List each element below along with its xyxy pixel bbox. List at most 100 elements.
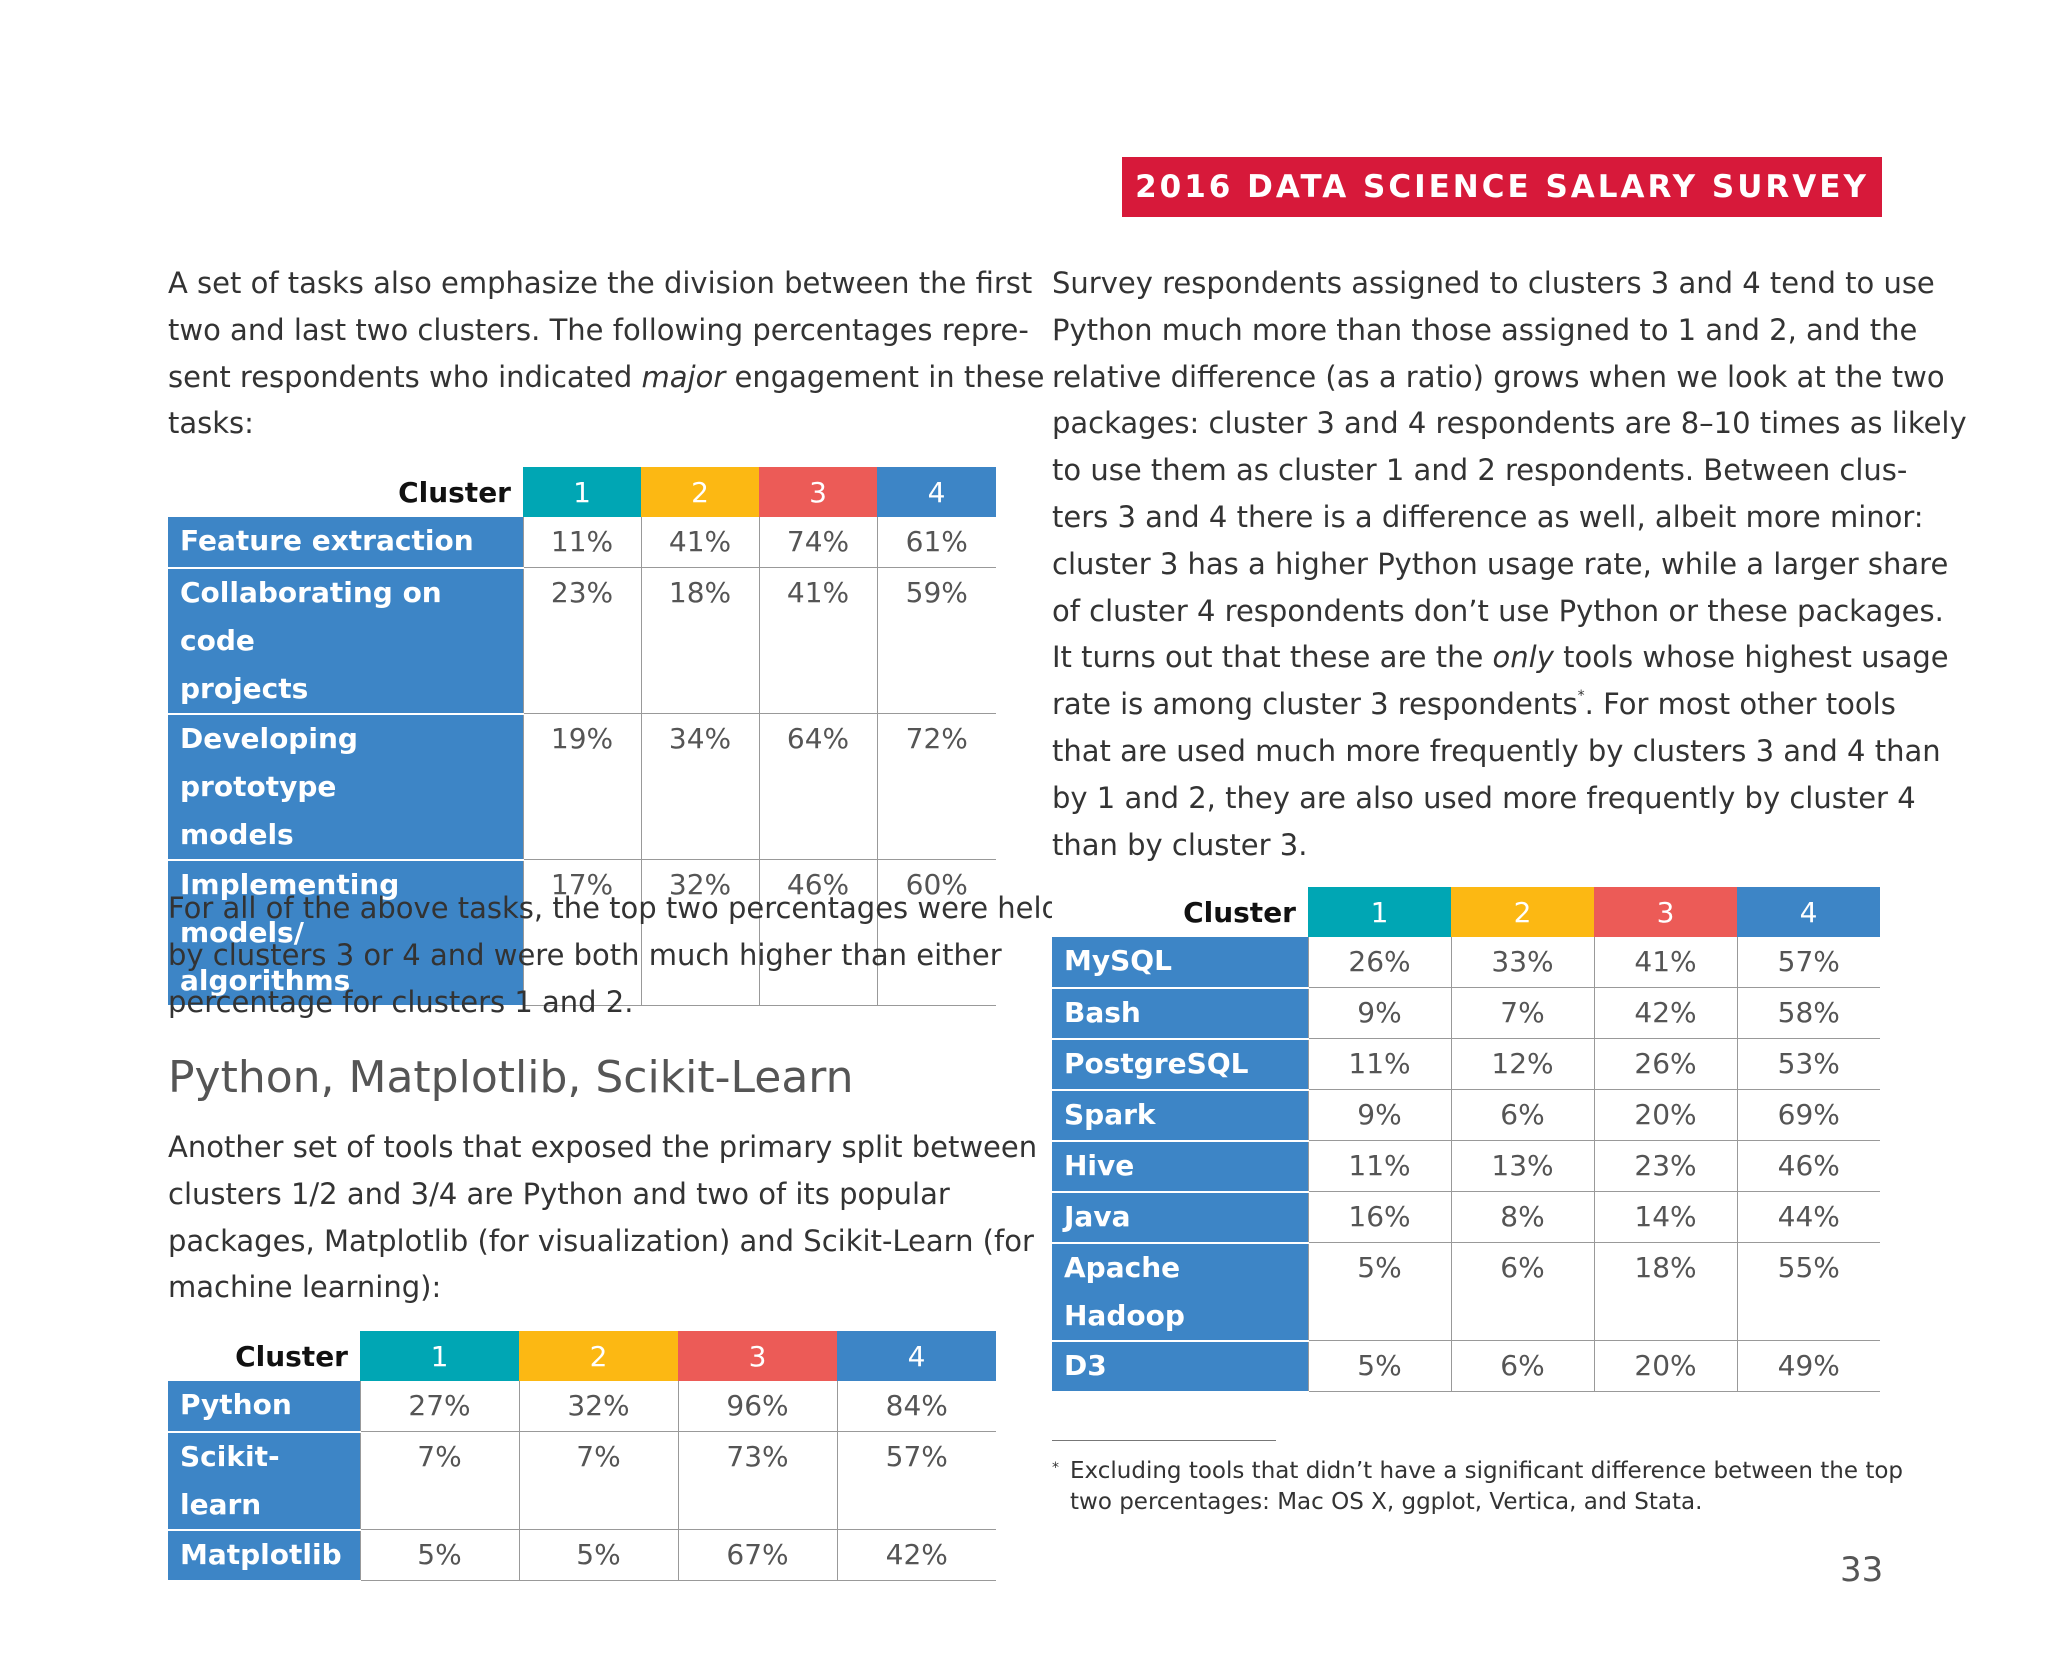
tasks-table: Cluster 1 2 3 4 Feature extraction 11% 4… bbox=[168, 467, 996, 1007]
table-cell: 19% bbox=[522, 713, 641, 860]
row-label: Apache Hadoop bbox=[1052, 1242, 1308, 1342]
table-cell: 55% bbox=[1736, 1242, 1880, 1341]
table-cell: 8% bbox=[1450, 1191, 1594, 1243]
cluster-3-header: 3 bbox=[759, 467, 877, 517]
table-row: Developing prototype models 19% 34% 64% 7… bbox=[168, 713, 996, 861]
table-row: MySQL 26% 33% 41% 57% bbox=[1052, 937, 1880, 989]
cluster-2-header: 2 bbox=[1451, 887, 1594, 937]
cluster-3-header: 3 bbox=[678, 1331, 837, 1381]
cluster-1-header: 1 bbox=[1308, 887, 1451, 937]
table-cell: 60% bbox=[876, 859, 996, 1006]
table-cell: 46% bbox=[1736, 1140, 1880, 1192]
table-cell: 32% bbox=[518, 1381, 678, 1432]
table-cell: 14% bbox=[1593, 1191, 1737, 1243]
table-cell: 5% bbox=[359, 1529, 519, 1581]
cluster-header: Cluster bbox=[168, 1331, 360, 1381]
python-packages-table: Cluster 1 2 3 4 Python 27% 32% 96% 84% S… bbox=[168, 1331, 996, 1582]
footnote-divider bbox=[1052, 1440, 1276, 1441]
cluster-1-header: 1 bbox=[360, 1331, 519, 1381]
table-cell: 5% bbox=[518, 1529, 678, 1581]
cluster-1-header: 1 bbox=[523, 467, 641, 517]
row-label: MySQL bbox=[1052, 937, 1308, 989]
row-label: Implementing models/algorithms bbox=[168, 859, 523, 1007]
table-cell: 42% bbox=[1593, 987, 1737, 1039]
table-cell: 59% bbox=[876, 567, 996, 714]
python-intro-paragraph: Another set of tools that exposed the pr… bbox=[168, 1130, 1038, 1305]
table-cell: 9% bbox=[1307, 1089, 1451, 1141]
table-cell: 44% bbox=[1736, 1191, 1880, 1243]
table-cell: 20% bbox=[1593, 1089, 1737, 1141]
table-cell: 84% bbox=[836, 1381, 996, 1432]
table-cell: 13% bbox=[1450, 1140, 1594, 1192]
cluster-2-header: 2 bbox=[641, 467, 759, 517]
table-cell: 27% bbox=[359, 1381, 519, 1432]
table-cell: 41% bbox=[758, 567, 877, 714]
python-analysis-paragraph: Survey respondents assigned to clusters … bbox=[1052, 266, 1967, 862]
table-cell: 18% bbox=[1593, 1242, 1737, 1341]
row-label: Developing prototype models bbox=[168, 713, 523, 861]
table-cell: 33% bbox=[1450, 937, 1594, 988]
row-label: Collaborating on code projects bbox=[168, 567, 523, 715]
table-cell: 46% bbox=[758, 859, 877, 1006]
table-cell: 17% bbox=[522, 859, 641, 1006]
table-cell: 11% bbox=[1307, 1038, 1451, 1090]
table-cell: 53% bbox=[1736, 1038, 1880, 1090]
table-cell: 11% bbox=[1307, 1140, 1451, 1192]
cluster-4-header: 4 bbox=[877, 467, 996, 517]
table-cell: 34% bbox=[640, 713, 759, 860]
table-cell: 26% bbox=[1307, 937, 1451, 988]
table-row: Bash 9% 7% 42% 58% bbox=[1052, 987, 1880, 1040]
table-row: Spark 9% 6% 20% 69% bbox=[1052, 1089, 1880, 1142]
table-cell: 7% bbox=[518, 1431, 678, 1530]
row-label: PostgreSQL bbox=[1052, 1038, 1308, 1091]
table-row: Collaborating on code projects 23% 18% 41… bbox=[168, 567, 996, 715]
table-cell: 5% bbox=[1307, 1242, 1451, 1341]
table-row: PostgreSQL 11% 12% 26% 53% bbox=[1052, 1038, 1880, 1091]
cluster-3-header: 3 bbox=[1594, 887, 1737, 937]
row-label: Spark bbox=[1052, 1089, 1308, 1142]
table-cell: 72% bbox=[876, 713, 996, 860]
table-cell: 58% bbox=[1736, 987, 1880, 1039]
table-row: Apache Hadoop 5% 6% 18% 55% bbox=[1052, 1242, 1880, 1342]
table-row: Matplotlib 5% 5% 67% 42% bbox=[168, 1529, 996, 1582]
table-row: Feature extraction 11% 41% 74% 61% bbox=[168, 517, 996, 569]
table-cell: 26% bbox=[1593, 1038, 1737, 1090]
footnote: Excluding tools that didn’t have a signi… bbox=[1070, 1458, 1904, 1515]
table-cell: 61% bbox=[876, 517, 996, 568]
row-label: Python bbox=[168, 1381, 360, 1433]
row-label: D3 bbox=[1052, 1340, 1308, 1393]
cluster-header: Cluster bbox=[168, 467, 523, 517]
footnote-marker: * bbox=[1052, 1460, 1059, 1476]
table-row: D3 5% 6% 20% 49% bbox=[1052, 1340, 1880, 1393]
table-row: Scikit-learn 7% 7% 73% 57% bbox=[168, 1431, 996, 1531]
table-cell: 7% bbox=[359, 1431, 519, 1530]
row-label: Java bbox=[1052, 1191, 1308, 1244]
table-cell: 96% bbox=[677, 1381, 837, 1432]
row-label: Bash bbox=[1052, 987, 1308, 1040]
cluster-header: Cluster bbox=[1052, 887, 1308, 937]
table-cell: 74% bbox=[758, 517, 877, 568]
table-cell: 16% bbox=[1307, 1191, 1451, 1243]
survey-title-banner: 2016 DATA SCIENCE SALARY SURVEY bbox=[1122, 157, 1882, 217]
tools-table: Cluster 1 2 3 4 MySQL 26% 33% 41% 57% Ba… bbox=[1052, 887, 1880, 1393]
table-cell: 57% bbox=[1736, 937, 1880, 988]
section-heading: Python, Matplotlib, Scikit-Learn bbox=[168, 1052, 854, 1103]
table-cell: 67% bbox=[677, 1529, 837, 1581]
table-cell: 5% bbox=[1307, 1340, 1451, 1392]
table-cell: 23% bbox=[522, 567, 641, 714]
row-label: Hive bbox=[1052, 1140, 1308, 1193]
table-cell: 69% bbox=[1736, 1089, 1880, 1141]
table-cell: 32% bbox=[640, 859, 759, 1006]
table-cell: 6% bbox=[1450, 1242, 1594, 1341]
table-cell: 20% bbox=[1593, 1340, 1737, 1392]
table-cell: 64% bbox=[758, 713, 877, 860]
table-cell: 57% bbox=[836, 1431, 996, 1530]
table-row: Python 27% 32% 96% 84% bbox=[168, 1381, 996, 1433]
intro-paragraph: A set of tasks also emphasize the divisi… bbox=[168, 266, 1045, 441]
table-cell: 73% bbox=[677, 1431, 837, 1530]
cluster-4-header: 4 bbox=[1737, 887, 1880, 937]
footnote-marker: * bbox=[1577, 688, 1585, 705]
cluster-4-header: 4 bbox=[837, 1331, 996, 1381]
table-cell: 12% bbox=[1450, 1038, 1594, 1090]
table-cell: 7% bbox=[1450, 987, 1594, 1039]
